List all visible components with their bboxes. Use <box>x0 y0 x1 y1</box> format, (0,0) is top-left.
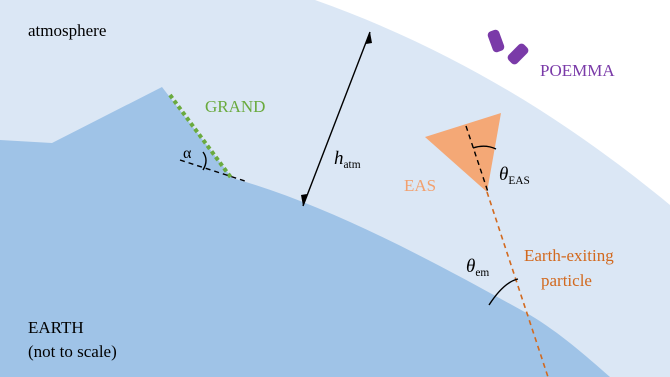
theta-eas-arc <box>472 145 497 150</box>
alpha-reference-line <box>179 159 249 183</box>
h-atm-label: hatm <box>334 149 361 171</box>
grand-label: GRAND <box>205 97 266 116</box>
poemma-telescope-1 <box>487 29 505 53</box>
h-atm-subscript: atm <box>343 158 361 171</box>
eas-axis-line <box>465 125 489 193</box>
theta-em-label: θem <box>466 257 489 279</box>
particle-trajectory <box>486 191 549 377</box>
particle-label-line2: particle <box>541 271 592 290</box>
alpha-label: α <box>183 145 192 162</box>
earth-label-line2: (not to scale) <box>28 342 117 361</box>
particle-label-line1: Earth-exiting <box>524 246 614 265</box>
alpha-angle-arc <box>202 151 207 171</box>
h-atm-arrowhead-top <box>366 32 372 44</box>
h-atm-arrowhead-bottom <box>301 194 307 206</box>
grand-detector-line <box>168 93 234 181</box>
earth-region <box>0 87 610 377</box>
earth-label-line1: EARTH <box>28 318 84 337</box>
h-atm-symbol: h <box>334 148 344 169</box>
atmosphere-label: atmosphere <box>28 21 107 40</box>
theta-em-arc <box>488 278 519 306</box>
theta-em-subscript: em <box>475 266 490 279</box>
eas-label: EAS <box>404 176 437 195</box>
poemma-label: POEMMA <box>540 61 615 80</box>
theta-em-symbol: θ <box>466 256 476 277</box>
poemma-telescope-2 <box>507 43 529 65</box>
h-atm-arrow <box>302 31 371 207</box>
theta-eas-symbol: θ <box>499 164 509 185</box>
theta-eas-label: θEAS <box>499 165 530 187</box>
theta-eas-subscript: EAS <box>508 174 530 187</box>
